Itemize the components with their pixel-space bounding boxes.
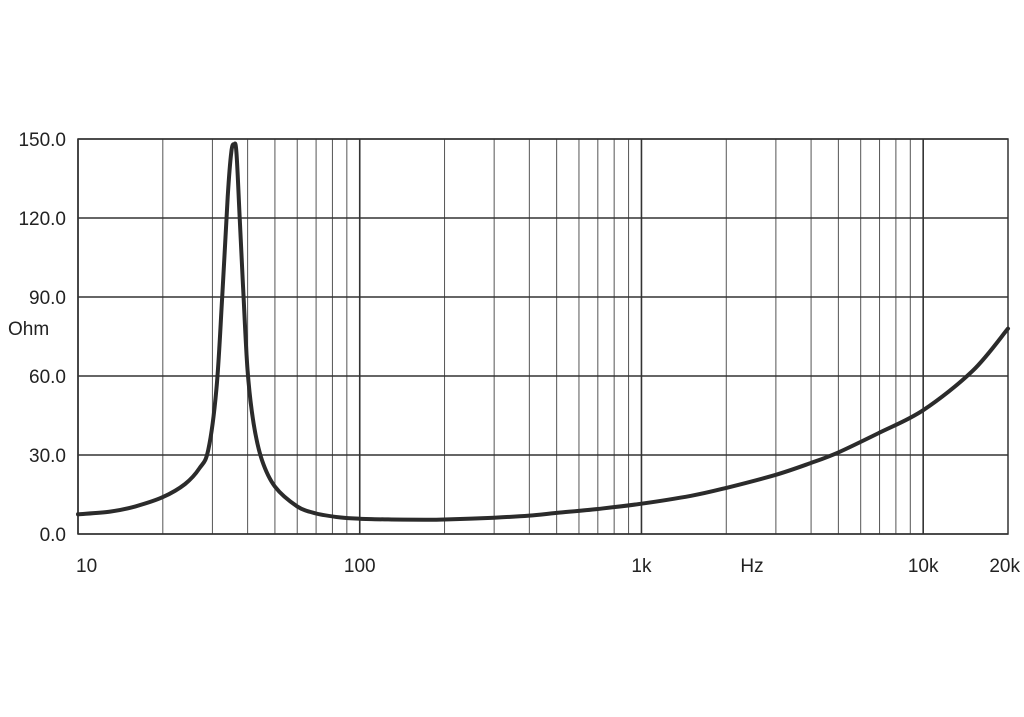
- y-tick-label: 0.0: [40, 525, 66, 546]
- y-tick-labels: 0.0 30.0 60.0 90.0 120.0 150.0: [18, 130, 66, 546]
- y-tick-label: 60.0: [29, 367, 66, 388]
- y-tick-label: 30.0: [29, 446, 66, 467]
- impedance-curve: [76, 141, 1010, 522]
- y-tick-label: 90.0: [29, 288, 66, 309]
- x-axis-title: Hz: [740, 556, 763, 577]
- x-tick-label: 10k: [908, 556, 939, 577]
- y-axis-title: Ohm: [8, 319, 49, 340]
- y-tick-label: 120.0: [18, 209, 66, 230]
- x-tick-label: 20k: [989, 556, 1020, 577]
- x-tick-label: 10: [76, 556, 97, 577]
- series-layer: [76, 141, 1010, 522]
- x-tick-label: 1k: [631, 556, 652, 577]
- plot-frame: [77, 138, 1009, 535]
- x-tick-label: 100: [344, 556, 376, 577]
- y-tick-label: 150.0: [18, 130, 66, 151]
- x-tick-labels: 10 100 1k 10k 20k: [76, 556, 1020, 577]
- grid: [77, 138, 1009, 535]
